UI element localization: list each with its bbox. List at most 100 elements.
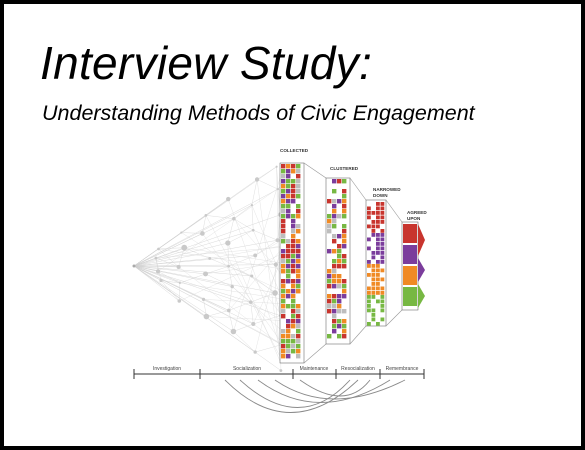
clustered-cell — [332, 249, 337, 254]
network-node — [226, 308, 231, 313]
clustered-cell — [337, 244, 342, 249]
narrowed-cell — [367, 304, 371, 308]
clustered-cell — [337, 299, 342, 304]
collected-cell — [296, 209, 301, 214]
narrowed-cell — [371, 233, 376, 237]
timeline-arc — [224, 379, 359, 413]
collected-cell — [296, 269, 301, 274]
clustered-cell — [332, 264, 337, 269]
collected-cell — [286, 214, 291, 219]
narrowed-cell — [376, 291, 380, 295]
clustered-cell — [342, 309, 347, 314]
collected-cell — [296, 164, 301, 169]
collected-cell — [296, 254, 301, 259]
collected-cell — [281, 179, 286, 184]
collected-cell — [296, 264, 301, 269]
timeline-label-socialization: Socialization — [233, 366, 261, 372]
clustered-cell — [327, 284, 332, 289]
network-node — [253, 350, 257, 354]
narrowed-cell — [376, 322, 380, 326]
collected-cell — [281, 284, 286, 289]
network-node — [276, 188, 280, 191]
collected-cell — [291, 349, 296, 354]
narrowed-cell — [371, 295, 376, 299]
clustered-cell — [327, 199, 332, 204]
narrowed-cell — [371, 277, 376, 282]
collected-cell — [296, 309, 301, 314]
clustered-cell — [342, 234, 347, 239]
collected-cell — [296, 174, 301, 179]
narrowed-cell — [367, 308, 371, 313]
clustered-cell — [327, 229, 332, 234]
network-edge — [133, 265, 180, 284]
network-edge — [157, 186, 281, 272]
network-edge — [203, 299, 207, 317]
network-node — [203, 313, 210, 320]
clustered-cell — [342, 284, 347, 289]
collected-cell — [291, 319, 296, 324]
narrowed-cell — [376, 211, 380, 215]
stage-connector — [385, 199, 403, 223]
narrowed-cell — [380, 233, 385, 237]
collected-cell — [286, 289, 291, 294]
network-edge — [178, 247, 185, 268]
narrowed-cell — [380, 220, 385, 224]
collected-cell — [281, 304, 286, 309]
clustered-cell — [342, 199, 347, 204]
collected-cell — [281, 269, 286, 274]
network-node — [227, 264, 230, 268]
funnel-stages — [279, 162, 425, 364]
network-node — [251, 321, 256, 327]
narrowed-cell — [367, 264, 371, 268]
network-edge — [203, 299, 229, 311]
network-edge — [256, 166, 277, 180]
collected-cell — [281, 224, 286, 229]
clustered-cell — [327, 269, 332, 274]
clustered-cell — [342, 289, 347, 294]
collected-cell — [286, 354, 291, 359]
narrowed-cell — [367, 260, 371, 264]
collected-cell — [296, 284, 301, 289]
narrowed-cell — [371, 220, 376, 224]
narrowed-cell — [380, 268, 385, 273]
network-edge — [179, 273, 206, 284]
collected-cell — [281, 219, 286, 224]
timeline-label-investigation: Investigation — [153, 366, 181, 372]
narrowed-cell — [371, 229, 376, 233]
collected-cell — [286, 249, 291, 254]
network-node — [273, 262, 279, 267]
clustered-cell — [332, 274, 337, 279]
network-edge — [228, 266, 233, 287]
stage-label-collected: COLLECTED — [280, 148, 309, 153]
network-edge — [133, 218, 234, 267]
collected-cell — [291, 184, 296, 189]
timeline-label-maintenance: Maintenance — [300, 366, 329, 372]
network-edge — [157, 271, 180, 284]
clustered-cell — [337, 214, 342, 219]
clustered-cell — [342, 264, 347, 269]
timeline: Investigation Socialization Maintenance … — [133, 366, 425, 413]
slide-title: Interview Study: — [40, 37, 373, 89]
collected-cell — [296, 194, 301, 199]
network-edge — [133, 265, 233, 287]
network-node — [230, 284, 234, 289]
collected-cell — [296, 324, 301, 329]
network-edge — [274, 292, 281, 362]
agreed-block — [403, 266, 417, 285]
clustered-cell — [337, 199, 342, 204]
collected-cell — [286, 174, 291, 179]
narrowed-cell — [380, 304, 385, 308]
clustered-cell — [332, 314, 337, 319]
narrowed-cell — [380, 291, 385, 295]
network-edge — [255, 344, 282, 353]
network-edge — [233, 323, 254, 332]
network-node — [132, 264, 136, 268]
narrowed-cell — [376, 299, 380, 304]
collected-cell — [281, 349, 286, 354]
network-edge — [205, 273, 233, 287]
narrowed-cell — [380, 202, 385, 206]
collected-cell — [281, 354, 286, 359]
narrowed-cell — [367, 322, 371, 326]
narrowed-cell — [371, 255, 376, 260]
